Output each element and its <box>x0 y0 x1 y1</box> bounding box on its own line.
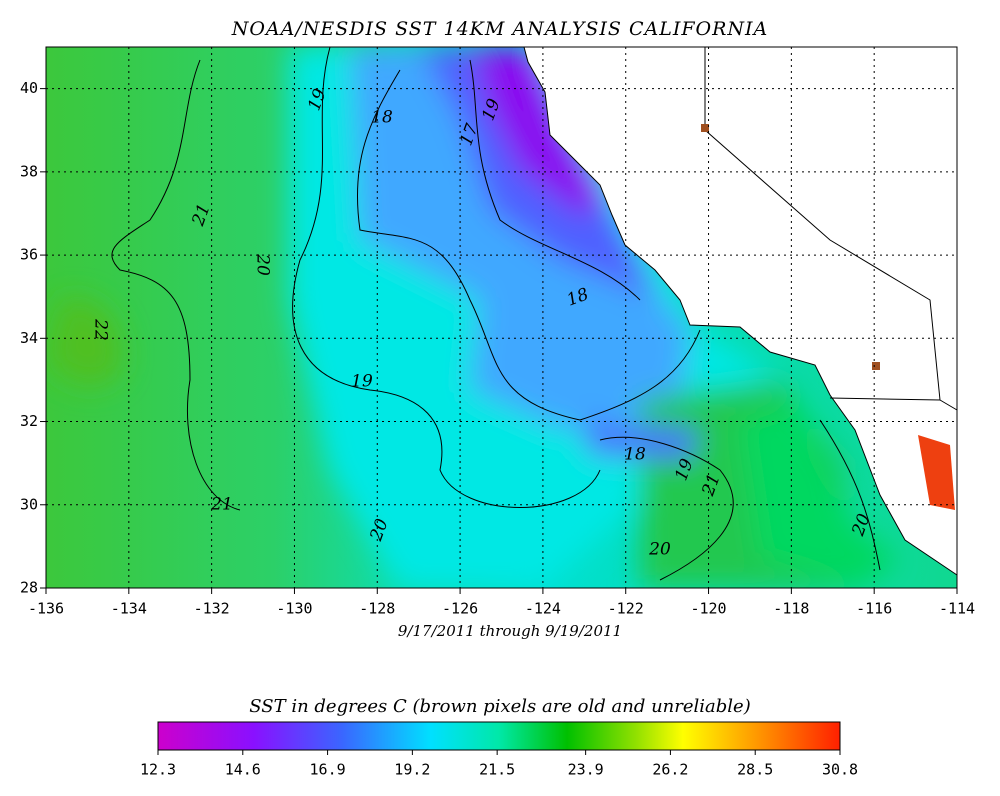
map-frame <box>45 46 958 589</box>
lat-tick-label: 40 <box>20 79 38 97</box>
borders <box>704 47 958 411</box>
lat-tick-label: 34 <box>20 329 38 347</box>
lat-tick-label: 38 <box>20 162 38 180</box>
title: NOAA/NESDIS SST 14KM ANALYSIS CALIFORNIA <box>231 18 769 40</box>
date-range: 9/17/2011 through 9/19/2011 <box>398 622 622 640</box>
colorbar-tick-label: 12.3 <box>140 761 176 779</box>
lat-tick-label: 28 <box>20 579 38 597</box>
colorbar-title: SST in degrees C (brown pixels are old a… <box>249 696 750 717</box>
contour-label: 20 <box>253 253 273 276</box>
colorbar-tick-label: 23.9 <box>568 761 604 779</box>
colorbar <box>157 721 841 751</box>
lat-tick-label: 36 <box>20 246 38 264</box>
lon-tick-label: -132 <box>194 600 230 618</box>
colorbar-tick-label: 30.8 <box>822 761 858 779</box>
lon-tick-label: -120 <box>690 600 726 618</box>
colorbar-tick-label: 14.6 <box>225 761 261 779</box>
contour-label: 18 <box>624 445 646 465</box>
gulf-old-pixels <box>918 435 955 510</box>
contour-label: 21 <box>210 495 233 515</box>
contour-label: 19 <box>351 372 373 392</box>
colorbar-tick-label: 28.5 <box>737 761 773 779</box>
contour-label: 22 <box>91 318 111 341</box>
land <box>523 46 958 576</box>
lon-tick-label: -124 <box>525 600 561 618</box>
colorbar-tick-label: 19.2 <box>394 761 430 779</box>
colorbar-tick-label: 16.9 <box>310 761 346 779</box>
lon-tick-label: -114 <box>939 600 975 618</box>
lon-tick-label: -126 <box>442 600 478 618</box>
lon-tick-label: -136 <box>28 600 64 618</box>
contour-label: 18 <box>371 108 393 128</box>
lat-tick-label: 32 <box>20 412 38 430</box>
lon-tick-label: -128 <box>359 600 395 618</box>
lon-tick-label: -130 <box>276 600 312 618</box>
lat-tick-label: 30 <box>20 495 38 513</box>
lon-tick-label: -122 <box>608 600 644 618</box>
colorbar-tick-label: 21.5 <box>479 761 515 779</box>
lon-tick-label: -118 <box>773 600 809 618</box>
colorbar-tick-label: 26.2 <box>652 761 688 779</box>
lon-tick-label: -116 <box>856 600 892 618</box>
contours <box>111 46 881 581</box>
contour-label: 20 <box>648 540 671 560</box>
lon-tick-label: -134 <box>111 600 147 618</box>
